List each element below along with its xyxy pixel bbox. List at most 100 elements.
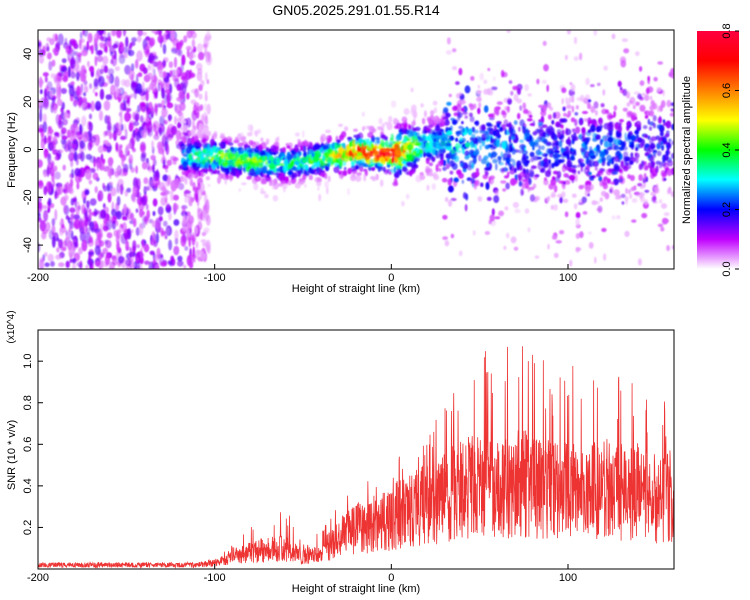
spectrogram-noise-blob	[79, 140, 86, 150]
spectrogram-noise-blob	[89, 83, 92, 90]
spectrogram-signal-blob	[513, 246, 519, 251]
spectrogram-signal-blob	[522, 150, 528, 156]
spectrogram-noise-blob	[106, 232, 113, 239]
spectrogram-signal-blob	[558, 140, 563, 148]
spectrogram-noise-blob	[188, 195, 193, 207]
spectrogram-signal-blob	[389, 137, 394, 142]
spectrogram-signal-blob	[608, 115, 615, 119]
spectrogram-signal-blob	[475, 170, 480, 177]
spectrogram-noise-blob	[124, 233, 128, 241]
spectrogram-noise-blob	[186, 45, 192, 51]
spectrogram-signal-blob	[453, 105, 458, 110]
spectrogram-noise-blob	[154, 264, 160, 269]
spectrogram-noise-blob	[122, 163, 129, 173]
snr-x-tick-label: 100	[559, 572, 577, 584]
spectrogram-noise-blob	[130, 80, 137, 91]
spectrogram-noise-blob	[118, 97, 121, 103]
spectrogram-signal-blob	[485, 132, 490, 141]
spectrogram-signal-blob	[354, 141, 358, 145]
spectrogram-noise-blob	[165, 168, 168, 173]
spectrogram-signal-blob	[625, 187, 628, 194]
spectrogram-signal-blob	[461, 179, 465, 184]
spectrogram-signal-blob	[428, 173, 434, 177]
spectrogram-signal-blob	[554, 140, 560, 147]
spectrogram-signal-blob	[500, 167, 505, 174]
spectrogram-signal-blob	[422, 135, 426, 142]
spectrogram-signal-blob	[546, 84, 549, 93]
spectrogram-noise-blob	[46, 52, 52, 60]
spectrogram-noise-blob	[162, 59, 167, 67]
spectrogram-signal-blob	[661, 217, 669, 225]
spectrogram-signal-blob	[371, 177, 377, 182]
spectrogram-signal-blob	[314, 161, 320, 168]
spectrogram-signal-blob	[601, 227, 607, 233]
spectrogram-noise-blob	[102, 185, 108, 192]
spectrogram-noise-blob	[73, 219, 81, 230]
spectrogram-signal-blob	[421, 117, 426, 125]
spectrogram-noise-blob	[152, 123, 157, 132]
spectrogram-noise-blob	[131, 37, 138, 43]
spectrogram-signal-blob	[301, 156, 307, 164]
spectrogram-signal-blob	[507, 96, 511, 100]
spectrogram-noise-blob	[182, 214, 188, 225]
spectrogram-signal-blob	[490, 138, 496, 144]
spectrogram-signal-blob	[546, 196, 551, 202]
spectrogram-signal-blob	[613, 189, 620, 197]
spectrogram-signal-blob	[565, 128, 572, 136]
spectrogram-signal-blob	[656, 87, 662, 92]
spectrogram-noise-blob	[58, 72, 65, 77]
spectrogram-signal-blob	[548, 162, 553, 169]
spectrogram-noise-blob	[146, 72, 153, 80]
spectrogram-noise-blob	[186, 237, 190, 242]
spectrogram-signal-blob	[505, 123, 513, 128]
snr-x-tick-label: -100	[204, 572, 226, 584]
spectrogram-signal-blob	[300, 144, 303, 152]
spectrogram-signal-blob	[519, 119, 525, 127]
spectrogram-signal-blob	[556, 170, 562, 179]
spectrogram-noise-blob	[63, 204, 68, 214]
spectrogram-signal-blob	[193, 166, 198, 171]
spectrogram-noise-blob	[110, 187, 117, 197]
spectrogram-signal-blob	[570, 117, 576, 123]
spectrogram-noise-blob	[168, 239, 173, 251]
spectrogram-signal-blob	[461, 121, 464, 125]
spectrogram-noise-blob	[61, 139, 68, 150]
spectrogram-signal-blob	[639, 104, 646, 112]
spectrogram-noise-blob	[195, 193, 199, 203]
spectrogram-noise-blob	[41, 205, 48, 210]
spectrogram-signal-blob	[563, 112, 568, 117]
spectrogram-noise-blob	[51, 173, 55, 183]
spectrogram-signal-blob	[627, 174, 631, 179]
spectrogram-signal-blob	[641, 192, 646, 197]
spectrogram-signal-blob	[233, 139, 240, 144]
spectrogram-noise-blob	[115, 142, 119, 151]
spectrogram-signal-blob	[217, 176, 221, 185]
spectrogram-noise-blob	[124, 94, 132, 100]
spectrogram-noise-blob	[139, 208, 144, 218]
spectrogram-signal-blob	[237, 133, 242, 141]
spectrogram-signal-blob	[342, 150, 346, 157]
spectrogram-signal-blob	[517, 112, 521, 120]
spectrogram-noise-blob	[118, 54, 126, 65]
spectrogram-noise-blob	[145, 105, 150, 118]
spectrogram-noise-blob	[119, 149, 124, 158]
spectrogram-noise-blob	[79, 31, 83, 40]
spectrogram-signal-blob	[671, 140, 674, 145]
spectrogram-signal-blob	[569, 82, 573, 86]
spectrogram-signal-blob	[624, 196, 629, 202]
spectrogram-signal-blob	[352, 148, 357, 156]
spectrogram-signal-blob	[566, 30, 571, 35]
spectrogram-noise-blob	[173, 219, 180, 226]
spectrogram-noise-blob	[49, 90, 53, 99]
spectrogram-signal-blob	[530, 165, 537, 169]
spectrogram-noise-blob	[203, 227, 210, 233]
spectrogram-noise-blob	[59, 64, 63, 72]
spectrogram-signal-blob	[224, 178, 227, 185]
spectrogram-noise-blob	[80, 38, 85, 43]
spectrogram-signal-blob	[490, 154, 493, 160]
spectrogram-noise-blob	[157, 250, 161, 257]
spectrogram-signal-blob	[188, 153, 192, 161]
spectrogram-signal-blob	[557, 193, 563, 198]
spectrogram-noise-blob	[145, 36, 151, 41]
spectrogram-signal-blob	[484, 144, 490, 150]
